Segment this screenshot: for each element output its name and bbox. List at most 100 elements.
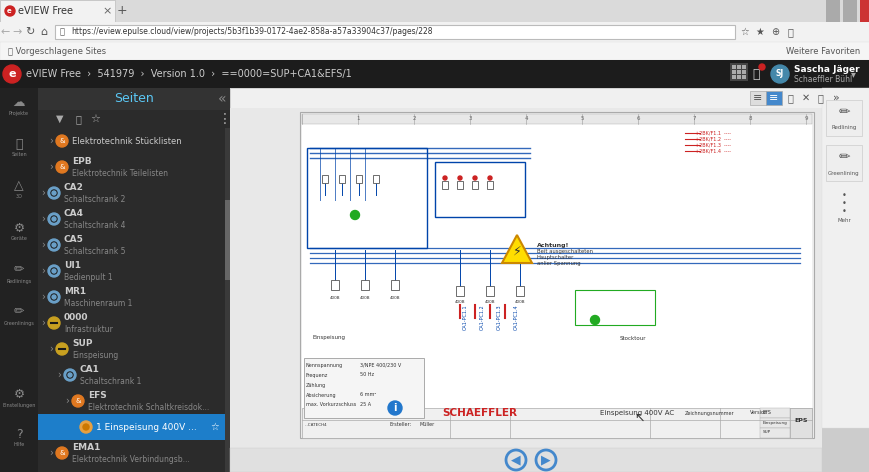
Bar — [390, 280, 399, 290]
Circle shape — [758, 64, 764, 70]
Bar — [302, 114, 811, 424]
Text: CA1-PC1.3: CA1-PC1.3 — [496, 304, 501, 330]
Text: ↖: ↖ — [634, 412, 645, 424]
Text: MR1: MR1 — [64, 287, 86, 296]
Circle shape — [56, 161, 68, 173]
Text: ▶: ▶ — [541, 454, 550, 466]
Circle shape — [48, 291, 60, 303]
Text: eVIEW Free: eVIEW Free — [18, 6, 73, 16]
Text: SCHAEFFLER: SCHAEFFLER — [442, 408, 517, 418]
Bar — [225, 128, 229, 472]
Text: 6: 6 — [635, 117, 639, 121]
Text: ›: › — [41, 188, 45, 198]
Text: Greenlinings: Greenlinings — [3, 320, 35, 326]
Text: ◀: ◀ — [511, 454, 521, 466]
Text: ⬜: ⬜ — [16, 137, 23, 151]
Text: 3: 3 — [468, 117, 471, 121]
Text: △: △ — [14, 179, 23, 193]
Text: Seiten: Seiten — [11, 152, 27, 158]
Bar — [456, 181, 462, 189]
Text: Schaltschrank 1: Schaltschrank 1 — [80, 377, 142, 386]
Bar — [434, 162, 524, 217]
Text: 8: 8 — [747, 117, 751, 121]
Circle shape — [83, 424, 89, 430]
Text: EPS: EPS — [793, 418, 806, 422]
Text: ★: ★ — [755, 27, 764, 37]
Text: Mehr: Mehr — [836, 218, 850, 222]
Text: 400B: 400B — [359, 296, 370, 300]
Bar — [859, 0, 869, 22]
Text: Schaltschrank 5: Schaltschrank 5 — [64, 246, 125, 255]
Text: 1 Einspeisung 400V ...: 1 Einspeisung 400V ... — [96, 422, 196, 431]
Bar — [741, 75, 745, 79]
Text: •: • — [840, 208, 846, 217]
Text: EPB: EPB — [72, 158, 91, 167]
Text: ≡: ≡ — [753, 93, 762, 103]
Bar — [300, 112, 813, 438]
Bar — [330, 280, 339, 290]
Text: Ersteller:: Ersteller: — [389, 422, 412, 428]
Text: Hauptschalter: Hauptschalter — [536, 255, 574, 261]
Text: EMA1: EMA1 — [72, 444, 100, 453]
Text: ☆: ☆ — [90, 114, 100, 124]
Text: UI1: UI1 — [64, 261, 81, 270]
Text: 1: 1 — [355, 117, 360, 121]
Circle shape — [5, 6, 15, 16]
Text: 25 A: 25 A — [360, 403, 371, 407]
Bar — [38, 110, 229, 128]
Bar — [355, 175, 362, 183]
Text: 400B: 400B — [454, 300, 465, 304]
Text: Maschinenraum 1: Maschinenraum 1 — [64, 298, 132, 307]
Text: e: e — [7, 8, 12, 14]
Text: Elektrotechnik Stücklisten: Elektrotechnik Stücklisten — [72, 136, 182, 145]
Text: Einspeisung: Einspeisung — [762, 421, 786, 425]
Bar — [302, 408, 811, 438]
Text: Müller: Müller — [420, 422, 434, 428]
Text: ✏: ✏ — [837, 150, 849, 164]
Text: CA1-PC1.2: CA1-PC1.2 — [479, 304, 484, 330]
Text: &: & — [75, 398, 81, 404]
Text: Roboter Handling: Roboter Handling — [359, 410, 420, 416]
Text: •: • — [840, 200, 846, 209]
Text: «: « — [217, 92, 226, 106]
Bar — [302, 114, 811, 124]
Bar — [0, 42, 869, 60]
Circle shape — [51, 294, 57, 300]
Text: SJ: SJ — [775, 69, 783, 78]
Bar — [303, 358, 423, 418]
Text: 🔍: 🔍 — [816, 93, 822, 103]
Text: 400B: 400B — [484, 300, 494, 304]
Text: CA4: CA4 — [64, 210, 84, 219]
Text: Beit ausgeschalteten: Beit ausgeschalteten — [536, 250, 593, 254]
Text: Greenlining: Greenlining — [827, 170, 859, 176]
Circle shape — [56, 343, 68, 355]
Text: ...CATECH4: ...CATECH4 — [305, 423, 328, 427]
Text: Stocktour: Stocktour — [620, 336, 646, 340]
Text: ⋮: ⋮ — [218, 112, 232, 126]
Text: ›: › — [57, 370, 61, 380]
Text: 4: 4 — [524, 117, 527, 121]
Circle shape — [68, 373, 72, 377]
Circle shape — [48, 317, 60, 329]
Text: 🔍: 🔍 — [786, 93, 792, 103]
Text: &: & — [59, 450, 64, 456]
Text: ▾: ▾ — [850, 69, 854, 79]
Bar — [741, 65, 745, 69]
Bar — [736, 70, 740, 74]
Text: ↻: ↻ — [25, 27, 35, 37]
Text: 0000: 0000 — [64, 313, 89, 322]
Text: +2BK/F1.1  ----: +2BK/F1.1 ---- — [694, 130, 730, 135]
Text: »: » — [832, 93, 839, 103]
Bar — [441, 181, 448, 189]
Text: Hilfe: Hilfe — [13, 443, 24, 447]
Text: Schaltschrank 2: Schaltschrank 2 — [64, 194, 125, 203]
Text: ›: › — [41, 266, 45, 276]
Text: 📄 Vorgeschlagene Sites: 📄 Vorgeschlagene Sites — [8, 47, 106, 56]
Text: Zählung: Zählung — [306, 382, 326, 388]
Bar — [741, 70, 745, 74]
Bar — [731, 70, 735, 74]
Text: Redlining: Redlining — [831, 126, 856, 130]
Bar — [0, 60, 869, 88]
Text: https://eview.epulse.cloud/view/projects/5b3f1b39-0172-4ae2-858a-a57a33904c37/pa: https://eview.epulse.cloud/view/projects… — [71, 27, 432, 36]
Bar — [0, 0, 869, 22]
